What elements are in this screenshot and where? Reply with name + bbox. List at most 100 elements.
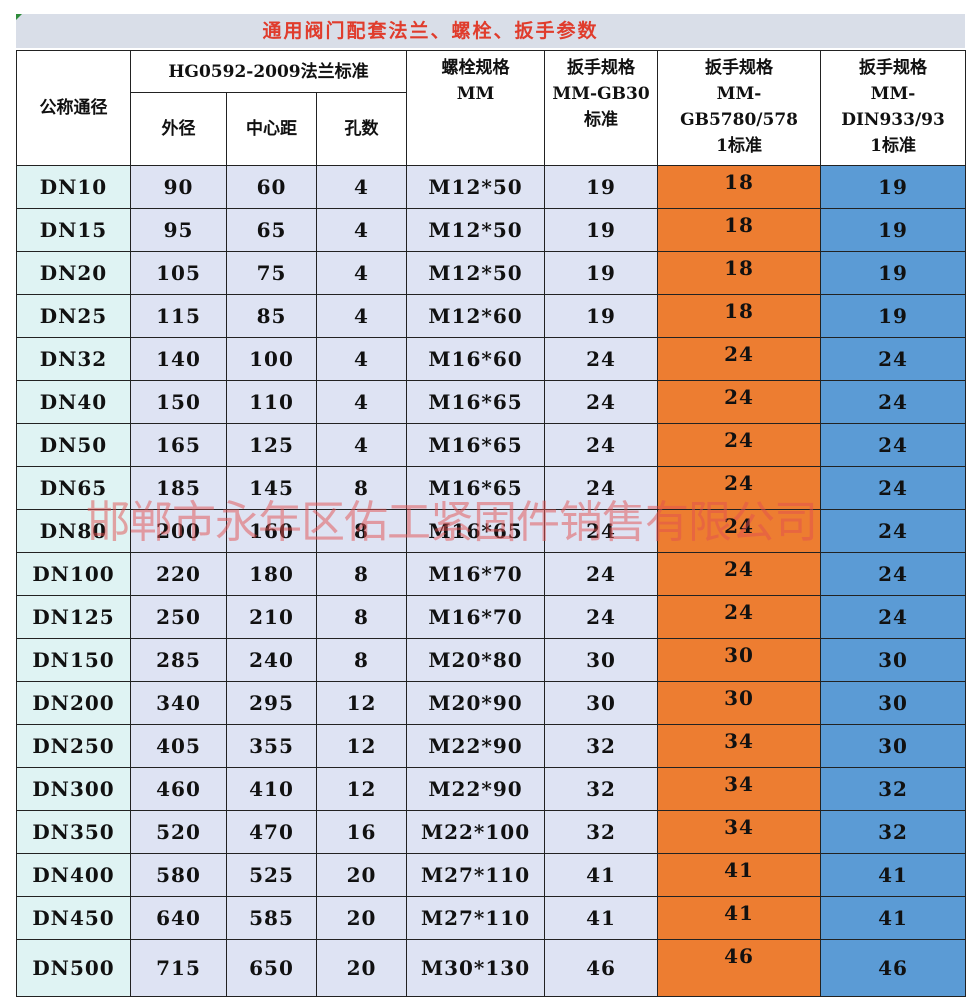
table-cell: DN15 [16,208,131,252]
table-cell: 715 [130,939,227,997]
table-cell: 16 [315,810,408,854]
header-cell: 扳手规格 MM-GB30 标准 [544,50,659,166]
table-cell: 295 [226,681,317,725]
table-cell: 24 [820,380,967,424]
table-cell: 24 [820,337,967,381]
table-cell: M16*70 [406,595,546,639]
table-row: DN15 95 65 4 M12*50 19 18 19 [16,208,967,252]
table-cell: 4 [315,208,408,252]
table-cell: 34 [657,724,822,768]
table-cell: 19 [820,294,967,338]
table-cell: 150 [130,380,227,424]
table-cell: 24 [820,595,967,639]
table-cell: DN125 [16,595,131,639]
table-cell: M27*110 [406,896,546,940]
table-cell: 24 [544,380,659,424]
table-cell: 34 [657,810,822,854]
page: 通用阀门配套法兰、螺栓、扳手参数 公称通径 HG0592-2009法兰标准 螺栓… [16,14,967,997]
table-cell: 210 [226,595,317,639]
table-cell: M16*65 [406,466,546,510]
table-row: DN32 140 100 4 M16*60 24 24 24 [16,337,967,381]
table-cell: M20*90 [406,681,546,725]
table-cell: 24 [820,552,967,596]
table-body: DN10 90 60 4 M12*50 19 18 19 DN15 95 65 4 M12*50 19 18… [16,165,967,997]
table-cell: 650 [226,939,317,997]
table-cell: M20*80 [406,638,546,682]
table-row: DN350 520 470 16 M22*100 32 34 32 [16,810,967,854]
table-cell: 30 [657,638,822,682]
table-cell: M22*90 [406,767,546,811]
header-cell: 扳手规格 MM- GB5780/578 1标准 [657,50,822,166]
title: 通用阀门配套法兰、螺栓、扳手参数 [262,20,599,42]
table-cell: 20 [315,853,408,897]
table-cell: 19 [820,251,967,295]
table-cell: 12 [315,724,408,768]
table-cell: 185 [130,466,227,510]
table-cell: 4 [315,165,408,209]
table-cell: DN400 [16,853,131,897]
table-cell: 125 [226,423,317,467]
table-row: DN150 285 240 8 M20*80 30 30 30 [16,638,967,682]
table-cell: 32 [820,767,967,811]
table-cell: 41 [544,896,659,940]
table-cell: M27*110 [406,853,546,897]
table-cell: 8 [315,509,408,553]
table-cell: 20 [315,896,408,940]
table-cell: M16*65 [406,509,546,553]
table-cell: 240 [226,638,317,682]
table-cell: 24 [544,337,659,381]
header-cell: 扳手规格 MM- DIN933/93 1标准 [820,50,967,166]
table-cell: 250 [130,595,227,639]
table-cell: 24 [544,423,659,467]
table-row: DN25 115 85 4 M12*60 19 18 19 [16,294,967,338]
table-cell: 4 [315,423,408,467]
table-cell: M16*65 [406,423,546,467]
table-cell: 24 [820,423,967,467]
table-cell: 355 [226,724,317,768]
table-cell: 18 [657,251,822,295]
table-row: DN300 460 410 12 M22*90 32 34 32 [16,767,967,811]
table-cell: 32 [544,810,659,854]
table-row: DN50 165 125 4 M16*65 24 24 24 [16,423,967,467]
table-cell: 24 [820,509,967,553]
table-cell: 46 [820,939,967,997]
table-cell: M22*100 [406,810,546,854]
table-cell: 90 [130,165,227,209]
spec-table: 公称通径 HG0592-2009法兰标准 螺栓规格 MM 扳手规格 MM-GB3… [16,50,967,997]
table-cell: DN100 [16,552,131,596]
table-cell: 160 [226,509,317,553]
table-cell: 24 [544,552,659,596]
title-bar: 通用阀门配套法兰、螺栓、扳手参数 [16,14,965,48]
table-row: DN65 185 145 8 M16*65 24 24 24 [16,466,967,510]
table-cell: M12*50 [406,165,546,209]
table-cell: 75 [226,251,317,295]
table-cell: 34 [657,767,822,811]
table-cell: DN65 [16,466,131,510]
table-cell: 470 [226,810,317,854]
table-cell: M16*65 [406,380,546,424]
table-cell: 24 [544,466,659,510]
header-cell: 公称通径 [16,50,131,166]
table-cell: 460 [130,767,227,811]
table-row: DN450 640 585 20 M27*110 41 41 41 [16,896,967,940]
table-cell: M30*130 [406,939,546,997]
table-cell: 30 [544,638,659,682]
table-cell: 18 [657,294,822,338]
table-cell: 32 [820,810,967,854]
table-cell: 24 [657,380,822,424]
table-cell: 41 [544,853,659,897]
table-row: DN500 715 650 20 M30*130 46 46 46 [16,939,967,997]
table-cell: 140 [130,337,227,381]
table-row: DN200 340 295 12 M20*90 30 30 30 [16,681,967,725]
table-cell: 30 [820,724,967,768]
table-cell: M16*60 [406,337,546,381]
table-cell: 4 [315,337,408,381]
table-cell: 46 [657,939,822,997]
table-cell: 105 [130,251,227,295]
table-cell: 12 [315,767,408,811]
table-cell: 520 [130,810,227,854]
table-row: DN10 90 60 4 M12*50 19 18 19 [16,165,967,209]
table-cell: 405 [130,724,227,768]
table-cell: 4 [315,294,408,338]
table-cell: 24 [544,509,659,553]
